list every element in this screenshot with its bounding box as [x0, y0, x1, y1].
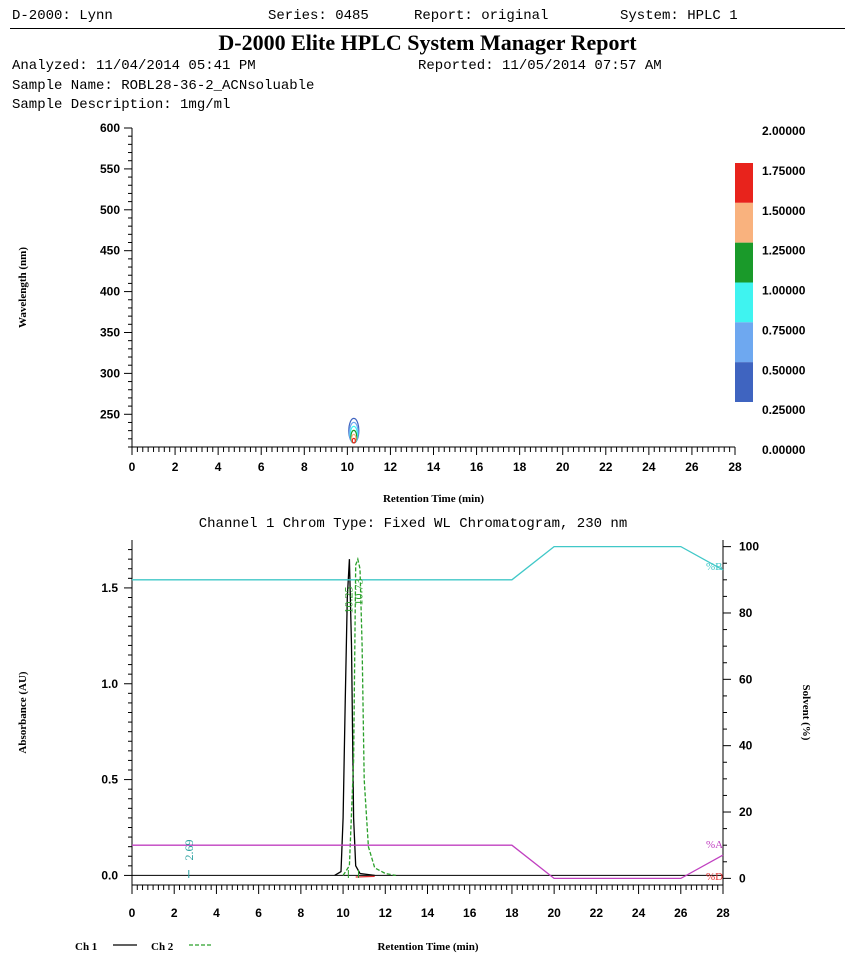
sample-description-label: Sample Description: 1mg/ml — [12, 97, 231, 113]
chrom-y2-axis-title: Solvent (%) — [800, 685, 812, 741]
map-y-axis-title: Wavelength (nm) — [17, 247, 29, 328]
legend-label-ch2: Ch 2 — [151, 941, 174, 953]
map-x-tick-label: 20 — [556, 460, 570, 474]
map-x-tick-label: 8 — [301, 460, 308, 474]
chrom-x-tick-label: 4 — [213, 906, 220, 920]
chrom-y2-tick-label: 80 — [739, 606, 753, 620]
map-y-tick-label: 350 — [100, 325, 120, 339]
solvent-label: %A — [706, 839, 723, 851]
contour-ring — [351, 437, 356, 444]
colorbar-label: 1.50000 — [762, 204, 806, 218]
chrom-x-tick-label: 8 — [298, 906, 305, 920]
series-line-a — [132, 844, 724, 880]
chrom-x-axis-title: Retention Time (min) — [377, 941, 478, 953]
chrom-y2-tick-label: 0 — [739, 871, 746, 885]
colorbar-label: 1.75000 — [762, 164, 806, 178]
colorbar-swatch — [735, 282, 753, 323]
chrom-x-tick-label: 2 — [171, 906, 178, 920]
chromatogram-title: Channel 1 Chrom Type: Fixed WL Chromatog… — [199, 516, 627, 532]
solvent-label: %B — [706, 561, 723, 573]
series-label: Series: 0485 — [268, 8, 369, 24]
map-x-tick-label: 12 — [384, 460, 398, 474]
colorbar-label: 1.25000 — [762, 244, 806, 258]
map-y-tick-label: 500 — [100, 203, 120, 217]
map-x-tick-label: 16 — [470, 460, 484, 474]
colorbar-swatch — [735, 163, 753, 203]
map-y-tick-label: 400 — [100, 285, 120, 299]
system-label: System: HPLC 1 — [620, 8, 738, 24]
map-x-tick-label: 28 — [728, 460, 742, 474]
chrom-x-tick-label: 16 — [463, 906, 477, 920]
map-x-tick-label: 6 — [258, 460, 265, 474]
chrom-x-tick-label: 28 — [716, 906, 730, 920]
colorbar-label: 0.75000 — [762, 323, 806, 337]
colorbar-label: 2.00000 — [762, 124, 806, 138]
peak-label: 10.73 — [351, 579, 365, 606]
chrom-y2-tick-label: 20 — [739, 805, 753, 819]
colorbar-swatch — [735, 202, 753, 243]
chrom-x-tick-label: 12 — [379, 906, 393, 920]
chrom-x-tick-label: 0 — [129, 906, 136, 920]
colorbar-swatch — [735, 362, 753, 402]
map-x-tick-label: 22 — [599, 460, 613, 474]
colorbar-label: 0.25000 — [762, 403, 806, 417]
chrom-x-tick-label: 6 — [255, 906, 262, 920]
map-x-tick-label: 24 — [642, 460, 656, 474]
map-x-axis-title: Retention Time (min) — [383, 493, 484, 505]
series-line-b — [132, 545, 724, 581]
map-y-tick-label: 600 — [100, 121, 120, 135]
map-x-tick-label: 14 — [427, 460, 441, 474]
report-title: D-2000 Elite HPLC System Manager Report — [218, 30, 637, 55]
reported-label: Reported: 11/05/2014 07:57 AM — [418, 58, 662, 74]
chrom-y2-tick-label: 60 — [739, 672, 753, 686]
chrom-x-tick-label: 24 — [632, 906, 646, 920]
colorbar-swatch — [735, 242, 753, 283]
chrom-x-tick-label: 20 — [547, 906, 561, 920]
series-line-ch-1 — [334, 559, 375, 877]
chrom-y-tick-label: 1.5 — [101, 581, 118, 595]
map-y-tick-label: 450 — [100, 244, 120, 258]
map-x-tick-label: 4 — [215, 460, 222, 474]
colorbar-label: 0.50000 — [762, 363, 806, 377]
colorbar-label: 0.00000 — [762, 443, 806, 457]
map-x-tick-label: 10 — [341, 460, 355, 474]
chrom-y-tick-label: 0.0 — [101, 868, 118, 882]
map-x-tick-label: 26 — [685, 460, 699, 474]
chrom-y2-tick-label: 40 — [739, 739, 753, 753]
header-rule — [10, 28, 845, 29]
legend-label-ch1: Ch 1 — [75, 941, 97, 953]
peak-label: 10.25 — [341, 587, 355, 614]
map-x-tick-label: 2 — [172, 460, 179, 474]
chrom-y-tick-label: 0.5 — [101, 773, 118, 787]
sample-name-label: Sample Name: ROBL28-36-2_ACNsoluable — [12, 78, 315, 94]
map-y-tick-label: 300 — [100, 366, 120, 380]
chrom-x-tick-label: 10 — [336, 906, 350, 920]
chrom-y2-tick-label: 100 — [739, 540, 759, 554]
map-y-tick-label: 250 — [100, 407, 120, 421]
chrom-x-tick-label: 22 — [590, 906, 604, 920]
chrom-x-tick-label: 18 — [505, 906, 519, 920]
colorbar-swatch — [735, 322, 753, 363]
chrom-y-tick-label: 1.0 — [101, 677, 118, 691]
report-label: Report: original — [414, 8, 549, 24]
peak-label: 2.69 — [182, 840, 196, 861]
instrument-label: D-2000: Lynn — [12, 8, 113, 24]
map-x-tick-label: 18 — [513, 460, 527, 474]
chrom-y-axis-title: Absorbance (AU) — [17, 671, 29, 754]
map-y-tick-label: 550 — [100, 162, 120, 176]
solvent-label: %D — [706, 871, 723, 883]
chrom-x-tick-label: 26 — [674, 906, 688, 920]
analyzed-label: Analyzed: 11/04/2014 05:41 PM — [12, 58, 256, 74]
map-x-tick-label: 0 — [129, 460, 136, 474]
series-line-ch-2 — [342, 556, 396, 877]
colorbar-label: 1.00000 — [762, 284, 806, 298]
chrom-x-tick-label: 14 — [421, 906, 435, 920]
